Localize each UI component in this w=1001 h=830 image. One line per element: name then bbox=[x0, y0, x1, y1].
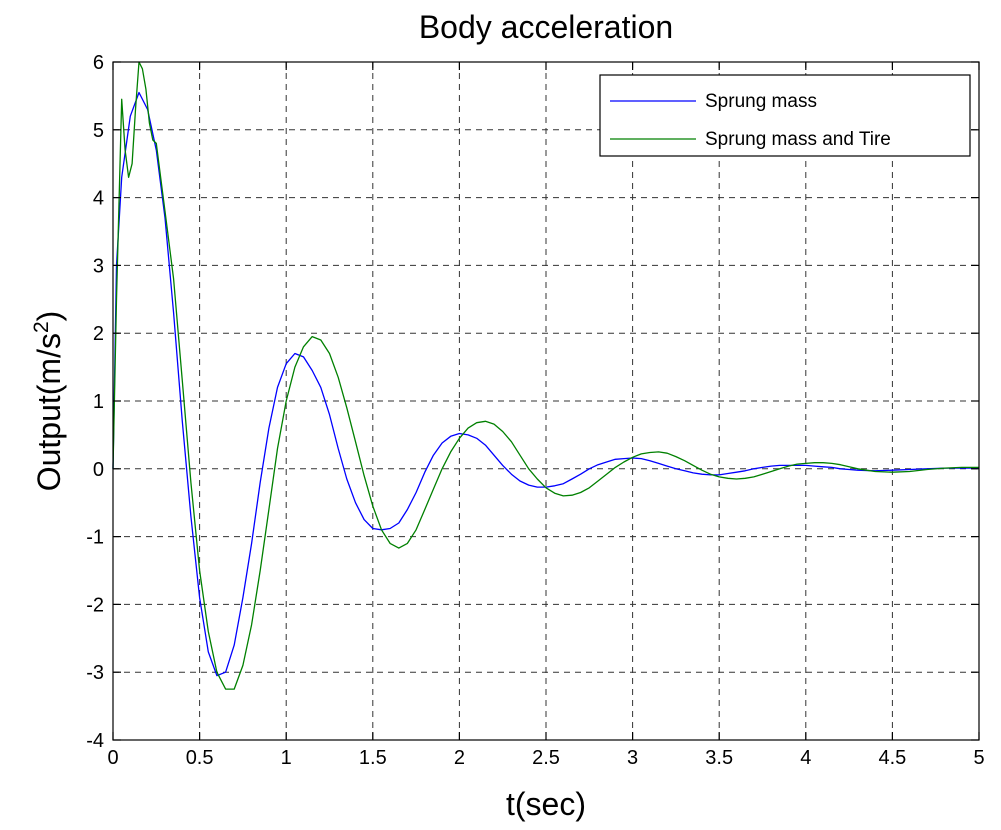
y-tick-label: 4 bbox=[93, 188, 104, 210]
y-axis-label-main: Output(m/s bbox=[31, 333, 67, 491]
y-tick-label: 2 bbox=[93, 323, 104, 345]
y-tick-label: -4 bbox=[86, 730, 104, 752]
y-axis-label: Output(m/s2) bbox=[30, 311, 67, 492]
legend: Sprung mass Sprung mass and Tire bbox=[599, 74, 971, 157]
series-layer bbox=[112, 61, 979, 690]
x-tick-label: 2 bbox=[454, 747, 465, 769]
x-tick-label: 4.5 bbox=[878, 747, 906, 769]
y-axis-label-superscript: 2 bbox=[30, 321, 53, 333]
legend-label-sprung-mass: Sprung mass bbox=[705, 91, 817, 112]
x-tick-label: 4 bbox=[800, 747, 811, 769]
y-tick-label: 0 bbox=[93, 459, 104, 481]
x-tick-label: 2.5 bbox=[532, 747, 560, 769]
y-tick-label: 1 bbox=[93, 391, 104, 413]
legend-box bbox=[599, 74, 971, 157]
x-tick-label: 1 bbox=[281, 747, 292, 769]
legend-label-sprung-mass-and-tire: Sprung mass and Tire bbox=[705, 129, 891, 150]
tick-marks bbox=[112, 61, 980, 741]
x-tick-label: 5 bbox=[973, 747, 984, 769]
x-axis-label: t(sec) bbox=[506, 786, 586, 822]
x-tick-label: 3 bbox=[627, 747, 638, 769]
y-tick-labels: -4 -3 -2 -1 0 1 2 3 4 5 6 bbox=[86, 52, 104, 752]
y-tick-label: -2 bbox=[86, 594, 104, 616]
x-tick-label: 0 bbox=[107, 747, 118, 769]
y-tick-label: 6 bbox=[93, 52, 104, 74]
x-tick-label: 0.5 bbox=[186, 747, 214, 769]
y-tick-label: 3 bbox=[93, 255, 104, 277]
series-line-0 bbox=[112, 91, 979, 677]
y-axis-label-close: ) bbox=[31, 311, 67, 322]
y-tick-label: 5 bbox=[93, 120, 104, 142]
series-line-1 bbox=[112, 61, 979, 690]
x-tick-labels: 0 0.5 1 1.5 2 2.5 3 3.5 4 4.5 5 bbox=[107, 747, 984, 769]
y-tick-label: -1 bbox=[86, 527, 104, 549]
x-tick-label: 3.5 bbox=[705, 747, 733, 769]
grid-lines bbox=[113, 62, 979, 740]
y-tick-label: -3 bbox=[86, 662, 104, 684]
x-tick-label: 1.5 bbox=[359, 747, 387, 769]
chart-title: Body acceleration bbox=[419, 9, 673, 45]
